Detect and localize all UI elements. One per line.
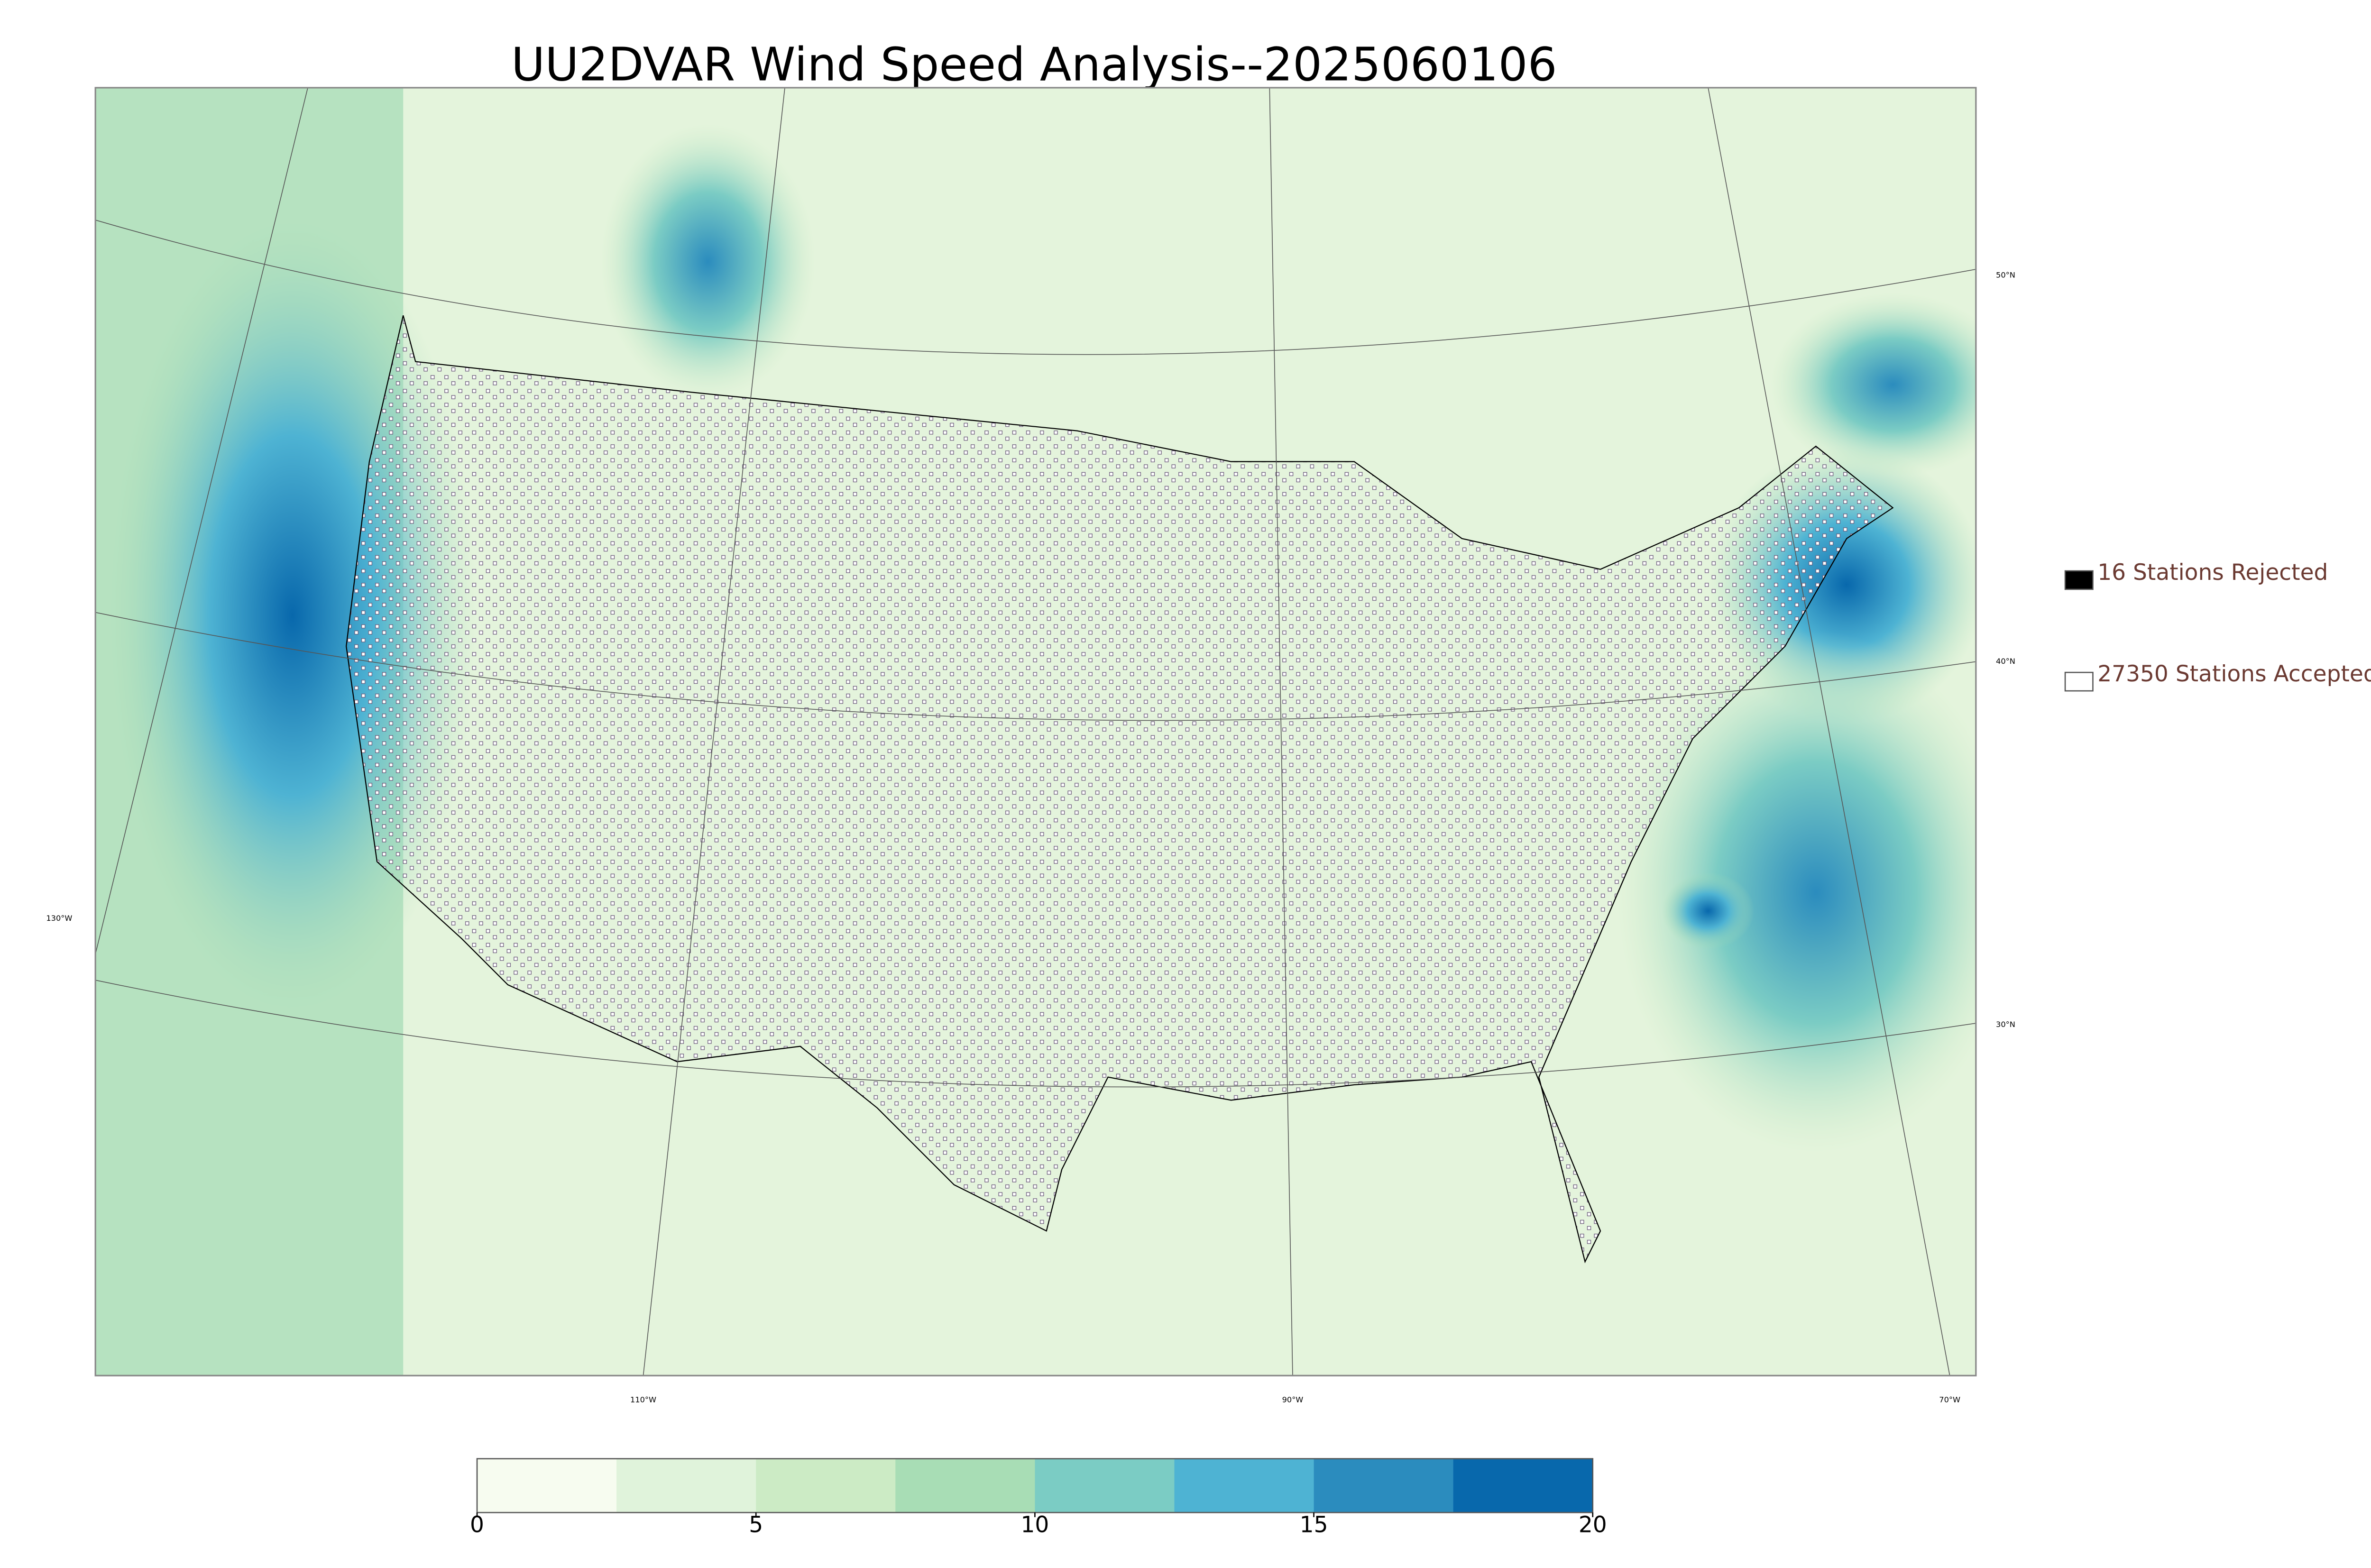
graticule-label: 50°N <box>1996 270 2015 279</box>
legend-swatch <box>2064 671 2094 692</box>
graticule-label: 40°N <box>1996 657 2015 666</box>
parallel-50 <box>95 220 1976 355</box>
graticule-label: 90°W <box>1282 1395 1304 1404</box>
map-frame <box>94 87 1977 1376</box>
graticule <box>95 87 1976 1376</box>
colorbar-tick-label: 20 <box>1579 1512 1607 1538</box>
map-area <box>95 87 1976 1376</box>
colorbar-segment <box>616 1458 757 1513</box>
colorbar-tick-label: 10 <box>1020 1512 1049 1538</box>
colorbar-segment <box>477 1458 617 1513</box>
legend-label: 16 Stations Rejected <box>2097 559 2328 586</box>
meridian-110 <box>643 87 785 1376</box>
meridian-130 <box>95 87 308 954</box>
legend-swatch <box>2064 570 2094 590</box>
wind-max-atlantic <box>1616 631 1976 1154</box>
wind-max-nova-scotia <box>1770 292 1976 477</box>
figure-group: UU2DVAR Wind Speed Analysis--2025060106 <box>46 38 2371 1538</box>
parallel-30 <box>95 980 1976 1088</box>
colorbar-segment <box>756 1458 896 1513</box>
colorbar-segment <box>1174 1458 1314 1513</box>
colorbar-segment <box>1453 1458 1593 1513</box>
graticule-label: 110°W <box>630 1395 656 1404</box>
legend-label: 27350 Stations Accepted <box>2097 661 2371 687</box>
graticule-labels: 50°N 40°N 30°N 130°W 110°W 90°W 70°W <box>46 270 2015 1404</box>
colorbar-tick-label: 5 <box>749 1512 763 1538</box>
legend: 16 Stations Rejected 27350 Stations Accep… <box>2064 559 2371 692</box>
graticule-label: 130°W <box>46 914 72 923</box>
meridian-70 <box>1708 87 1950 1376</box>
colorbar: 0 5 10 15 20 <box>470 1458 1607 1538</box>
wind-max-atlantic-core <box>1662 872 1755 950</box>
meridian-90 <box>1269 87 1293 1376</box>
colorbar-tick-label: 15 <box>1300 1512 1328 1538</box>
map-title: UU2DVAR Wind Speed Analysis--2025060106 <box>511 38 1557 92</box>
graticule-label: 30°N <box>1996 1020 2015 1029</box>
parallel-40 <box>95 612 1976 721</box>
wind-max-north <box>600 123 816 400</box>
colorbar-tick-label: 0 <box>470 1512 484 1538</box>
graticule-label: 70°W <box>1939 1395 1960 1404</box>
colorbar-segment <box>895 1458 1036 1513</box>
colorbar-segment <box>1035 1458 1175 1513</box>
colorbar-segment <box>1314 1458 1454 1513</box>
conus-stations <box>346 315 1894 1264</box>
